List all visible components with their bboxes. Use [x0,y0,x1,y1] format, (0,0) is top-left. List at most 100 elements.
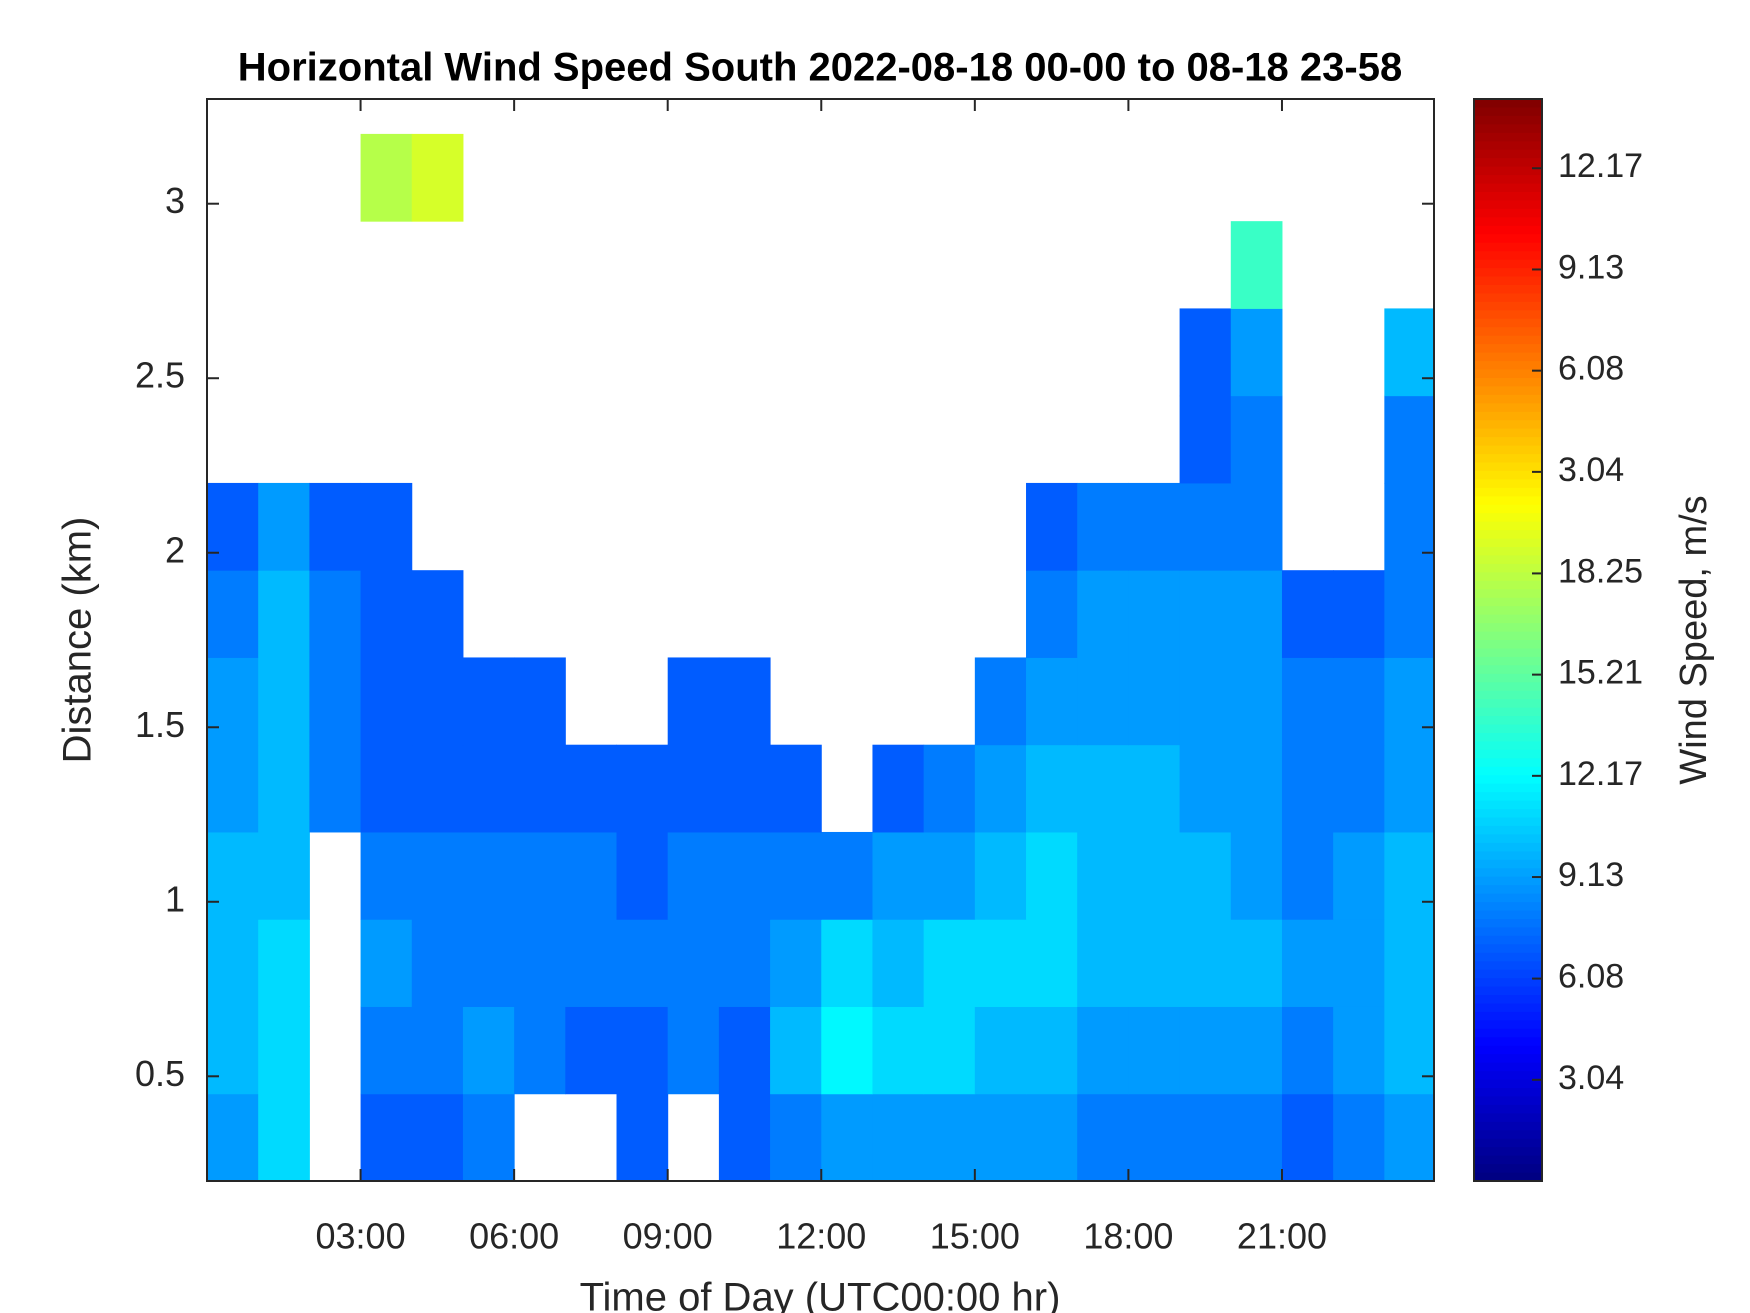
heat-cell [462,744,515,833]
heat-cell [411,1093,464,1182]
colorbar-swatch [1474,369,1542,379]
heat-cell [360,1093,413,1182]
colorbar-swatch [1474,825,1542,836]
heat-cell [514,831,566,920]
colorbar-swatch [1474,800,1542,810]
colorbar-swatch [1474,191,1542,202]
y-tick-label: 1.5 [135,704,185,745]
colorbar-swatch [1474,885,1542,895]
colorbar-swatch [1474,352,1542,362]
heat-cell [1128,919,1181,1007]
heat-cell [667,919,720,1007]
colorbar-swatch [1474,1020,1542,1030]
heat-cell [1333,657,1385,746]
heat-cell [309,657,362,746]
colorbar-swatch [1474,893,1542,903]
colorbar-swatch [1474,141,1542,151]
colorbar-swatch [1474,817,1542,827]
heat-cell [1230,1093,1283,1182]
heat-cell [309,744,362,833]
colorbar-swatch [1474,995,1542,1005]
colorbar-swatch [1474,521,1542,531]
heat-cell [207,482,259,571]
colorbar-swatch [1474,1003,1542,1013]
heat-cell [1128,831,1181,920]
colorbar-swatch [1474,597,1542,607]
heat-cell [770,1006,822,1095]
colorbar-swatch [1474,115,1542,125]
heat-cell [1179,482,1232,571]
colorbar-swatch [1474,132,1542,142]
heat-cell [411,657,464,746]
colorbar-swatch [1474,445,1542,455]
heat-cell [770,919,822,1007]
colorbar-swatch [1474,792,1542,802]
colorbar-swatch [1474,454,1542,464]
x-tick-label: 21:00 [1237,1216,1327,1257]
heat-cell [258,831,310,920]
colorbar-swatch [1474,284,1542,295]
heat-cell [1384,657,1435,746]
colorbar-frame [1473,98,1543,1182]
colorbar-swatch [1474,208,1542,218]
heat-cell [1384,919,1435,1007]
heat-cell [1281,570,1334,658]
heat-cell [1230,1006,1283,1095]
colorbar-swatch [1474,589,1542,599]
heat-cell [1333,1006,1385,1095]
colorbar-swatch [1474,200,1542,210]
heat-cell [1026,570,1078,658]
colorbar-swatch [1474,301,1542,311]
heat-cell [258,570,310,658]
heat-cell [974,919,1027,1007]
colorbar-tick-label: 3.04 [1558,451,1624,489]
colorbar-swatch [1474,242,1542,252]
colorbar-swatch [1474,969,1542,979]
heat-cell [258,919,310,1007]
y-tick-label: 0.5 [135,1053,185,1094]
colorbar-swatch [1474,1138,1542,1148]
colorbar-swatch [1474,935,1542,945]
colorbar-swatch [1474,496,1542,506]
colorbar-swatch [1474,682,1542,692]
heat-cell [821,831,873,920]
heat-cell [1230,482,1283,571]
heat-cell [1179,657,1232,746]
colorbar-swatch [1474,665,1542,675]
colorbar-tick-label: 15.21 [1558,654,1643,692]
heat-cell [1077,744,1129,833]
y-tick-label: 1 [165,878,185,919]
heat-cell [1230,657,1283,746]
colorbar-swatch [1474,276,1542,286]
colorbar-swatch [1474,809,1542,819]
colorbar-swatch [1474,1062,1542,1072]
heat-cell [1179,308,1232,397]
colorbar-swatch [1474,470,1542,480]
heat-cell [360,744,413,833]
heat-cell [1281,831,1334,920]
colorbar-swatch [1474,183,1542,193]
heat-cell [1179,395,1232,484]
heat-cell [1281,657,1334,746]
colorbar-swatch [1474,961,1542,971]
colorbar-swatch [1474,344,1542,354]
heat-cell [360,570,413,658]
heat-cell [1281,1006,1334,1095]
heat-cell [411,831,464,920]
heat-cell [718,919,771,1007]
colorbar-swatch [1474,538,1542,548]
heat-cell [718,831,771,920]
heat-cell [1179,570,1232,658]
colorbar-swatch [1474,1096,1542,1106]
colorbar-swatch [1474,563,1542,573]
colorbar-swatch [1474,623,1542,633]
colorbar-tick-label: 12.17 [1558,147,1643,185]
heat-cell [411,1006,464,1095]
colorbar-swatch [1474,640,1542,650]
colorbar-swatch [1474,335,1542,345]
heat-cell [616,744,669,833]
heat-cell [616,831,669,920]
heat-cell [1077,657,1129,746]
colorbar-swatch [1474,716,1542,726]
colorbar-swatch [1474,783,1542,793]
